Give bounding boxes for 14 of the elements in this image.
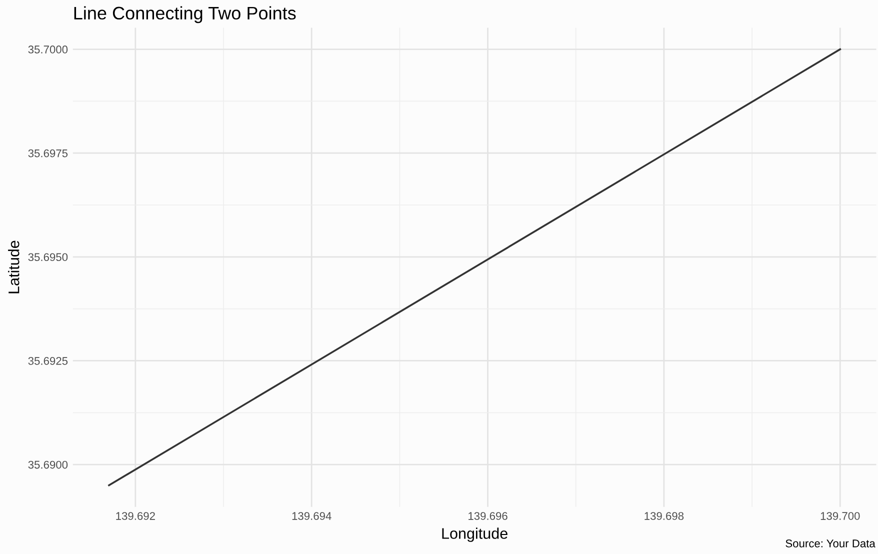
y-tick-label: 35.6925 bbox=[28, 357, 68, 365]
chart-title: Line Connecting Two Points bbox=[74, 6, 296, 24]
y-tick-label: 35.7000 bbox=[28, 46, 68, 54]
x-tick-label: 139.700 bbox=[820, 512, 860, 520]
x-tick-label: 139.694 bbox=[292, 512, 332, 520]
source-note: Source: Your Data bbox=[786, 540, 876, 548]
y-tick-label: 35.6975 bbox=[28, 149, 68, 158]
y-axis-title: Latitude bbox=[8, 240, 20, 294]
x-tick-label: 139.696 bbox=[468, 512, 508, 520]
x-tick-label: 139.692 bbox=[116, 512, 155, 520]
x-axis-title: Longitude bbox=[442, 528, 508, 542]
x-tick-label: 139.698 bbox=[644, 512, 684, 520]
y-tick-label: 35.6900 bbox=[28, 460, 68, 469]
y-tick-label: 35.6950 bbox=[28, 253, 68, 262]
